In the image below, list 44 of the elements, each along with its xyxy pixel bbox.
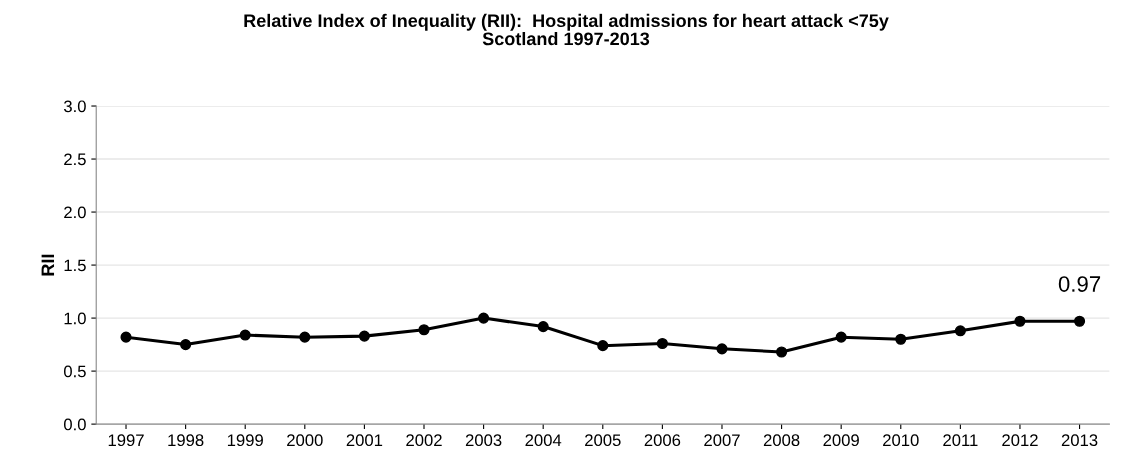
- x-tick-label: 2009: [823, 434, 859, 447]
- point: [299, 331, 311, 343]
- x-tick-label: 2002: [406, 434, 442, 447]
- point: [1014, 315, 1026, 327]
- point: [656, 337, 668, 350]
- x-tick-label: 2008: [763, 434, 800, 447]
- point: [1074, 315, 1086, 327]
- x-tick-label: 2003: [465, 434, 502, 447]
- x-tick-label: 1999: [227, 434, 263, 447]
- x-tick-label: 2004: [525, 434, 562, 447]
- point: [895, 333, 907, 345]
- x-tick-label: 2010: [883, 434, 919, 447]
- x-tick-label: 2013: [1061, 434, 1098, 447]
- y-tick-label: 0.0: [63, 418, 86, 431]
- annotation: 0.97: [1058, 276, 1101, 292]
- x-tick-label: 2007: [704, 434, 740, 447]
- x-tick-label: 2012: [1002, 434, 1038, 447]
- point: [716, 343, 728, 355]
- point: [239, 329, 251, 341]
- point: [120, 331, 132, 343]
- point: [478, 312, 490, 324]
- x-tick-label: 2000: [287, 434, 323, 447]
- x-tick-label: 2011: [943, 434, 978, 447]
- x-tick-label: 1997: [108, 434, 144, 447]
- point: [537, 321, 549, 333]
- y-tick-label: 1.0: [64, 312, 86, 325]
- y-tick-label: 1.5: [64, 259, 86, 272]
- y-tick-label: 0.5: [63, 365, 86, 378]
- y-tick-label: 3.0: [63, 100, 86, 113]
- point: [835, 331, 847, 343]
- point: [180, 339, 192, 351]
- x-tick-label: 2006: [644, 434, 681, 447]
- point: [418, 324, 430, 336]
- point: [358, 330, 370, 342]
- point: [776, 346, 788, 358]
- x-tick-label: 2005: [585, 434, 621, 447]
- y-tick-label: 2.5: [64, 153, 86, 166]
- chart-title: Relative Index of Inequality (RII): Hospital admissions for heart attack <75y Scotland 1997-2013: [244, 13, 889, 46]
- x-tick-label: 1998: [168, 434, 204, 447]
- x-tick-label: 2001: [346, 434, 383, 447]
- y-tick-label: 2.0: [64, 206, 86, 219]
- point: [954, 325, 966, 337]
- y-axis-title: RII: [41, 254, 55, 276]
- point: [597, 340, 609, 352]
